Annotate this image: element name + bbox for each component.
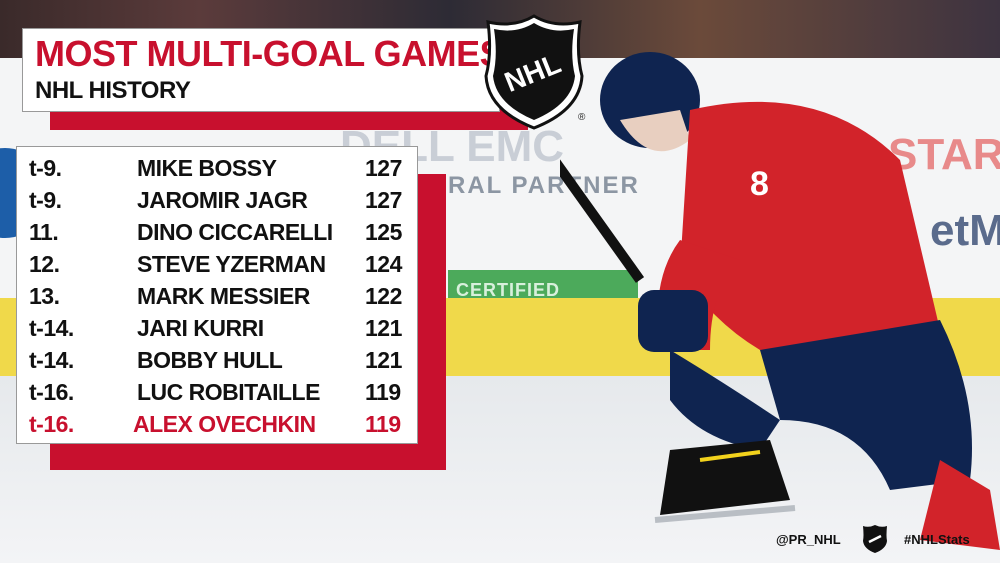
jersey-number: 8 bbox=[750, 165, 769, 203]
row-rank: 11. bbox=[29, 219, 59, 245]
leaderboard-row-highlighted: t-16. ALEX OVECHKIN 119 bbox=[17, 407, 419, 439]
row-rank: 13. bbox=[29, 283, 60, 309]
board-star-text: STAR bbox=[888, 130, 1000, 179]
leaderboard-row: 12. STEVE YZERMAN 124 bbox=[17, 247, 419, 279]
player-illustration: 8 bbox=[560, 52, 1000, 550]
row-player-name: MIKE BOSSY bbox=[137, 155, 277, 181]
leaderboard-row: 11. DINO CICCARELLI 125 bbox=[17, 215, 419, 247]
leaderboard-row: t-9. JAROMIR JAGR 127 bbox=[17, 183, 419, 215]
row-rank: t-14. bbox=[29, 315, 74, 341]
row-value: 125 bbox=[365, 219, 402, 245]
skate-lace bbox=[699, 450, 761, 462]
row-player-name: MARK MESSIER bbox=[137, 283, 310, 309]
nhl-shield-icon: NHL bbox=[484, 14, 584, 130]
jersey bbox=[680, 101, 940, 357]
row-value: 119 bbox=[365, 411, 401, 437]
leaderboard-row: t-14. BOBBY HULL 121 bbox=[17, 343, 419, 375]
face bbox=[620, 110, 690, 152]
twitter-handle: @PR_NHL bbox=[776, 532, 841, 547]
row-value: 122 bbox=[365, 283, 402, 309]
row-player-name: BOBBY HULL bbox=[137, 347, 283, 373]
skate-blade bbox=[654, 505, 796, 523]
pants bbox=[760, 320, 972, 490]
hashtag: #NHLStats bbox=[904, 532, 970, 547]
glove bbox=[638, 290, 708, 352]
leg bbox=[670, 350, 780, 450]
skate bbox=[660, 440, 790, 515]
row-rank: t-9. bbox=[29, 155, 62, 181]
board-sponsor-text-2: etM bbox=[930, 206, 1000, 255]
row-player-name: DINO CICCARELLI bbox=[137, 219, 333, 245]
row-player-name: JARI KURRI bbox=[137, 315, 264, 341]
page-subtitle: NHL HISTORY bbox=[35, 77, 191, 104]
row-value: 121 bbox=[365, 347, 402, 373]
board-partner-text: RAL PARTNER bbox=[448, 172, 640, 199]
row-value: 121 bbox=[365, 315, 402, 341]
leaderboard-row: 13. MARK MESSIER 122 bbox=[17, 279, 419, 311]
leaderboard-row: t-9. MIKE BOSSY 127 bbox=[17, 151, 419, 183]
row-value: 124 bbox=[365, 251, 402, 277]
row-player-name: JAROMIR JAGR bbox=[137, 187, 308, 213]
row-rank: t-16. bbox=[29, 411, 74, 437]
certified-label: CERTIFIED bbox=[456, 280, 561, 300]
nhl-small-logo-icon bbox=[863, 525, 887, 553]
row-value: 119 bbox=[365, 379, 401, 405]
leaderboard-row: t-16. LUC ROBITAILLE 119 bbox=[17, 375, 419, 407]
row-rank: t-9. bbox=[29, 187, 62, 213]
row-player-name: LUC ROBITAILLE bbox=[137, 379, 320, 405]
row-rank: t-14. bbox=[29, 347, 74, 373]
row-value: 127 bbox=[365, 155, 402, 181]
row-player-name: ALEX OVECHKIN bbox=[133, 411, 316, 437]
sock bbox=[920, 460, 1000, 550]
row-value: 127 bbox=[365, 187, 402, 213]
title-panel: MOST MULTI-GOAL GAMES NHL HISTORY bbox=[22, 28, 504, 112]
hockey-stick bbox=[560, 159, 645, 283]
row-rank: 12. bbox=[29, 251, 60, 277]
page-title: MOST MULTI-GOAL GAMES bbox=[35, 33, 504, 74]
registered-mark: ® bbox=[578, 112, 586, 123]
leaderboard-panel: t-9. MIKE BOSSY 127 t-9. JAROMIR JAGR 12… bbox=[16, 146, 418, 444]
leaderboard-row: t-14. JARI KURRI 121 bbox=[17, 311, 419, 343]
row-rank: t-16. bbox=[29, 379, 74, 405]
row-player-name: STEVE YZERMAN bbox=[137, 251, 326, 277]
